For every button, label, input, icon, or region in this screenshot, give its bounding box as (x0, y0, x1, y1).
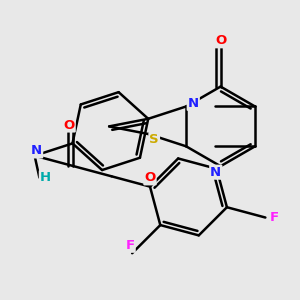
Text: O: O (144, 171, 156, 184)
Text: F: F (126, 239, 135, 252)
Text: F: F (270, 211, 279, 224)
Text: O: O (215, 34, 226, 47)
Text: S: S (149, 134, 159, 146)
Text: N: N (210, 166, 221, 179)
Text: N: N (188, 97, 199, 110)
Text: N: N (31, 144, 42, 158)
Text: O: O (64, 118, 75, 131)
Text: H: H (40, 171, 51, 184)
